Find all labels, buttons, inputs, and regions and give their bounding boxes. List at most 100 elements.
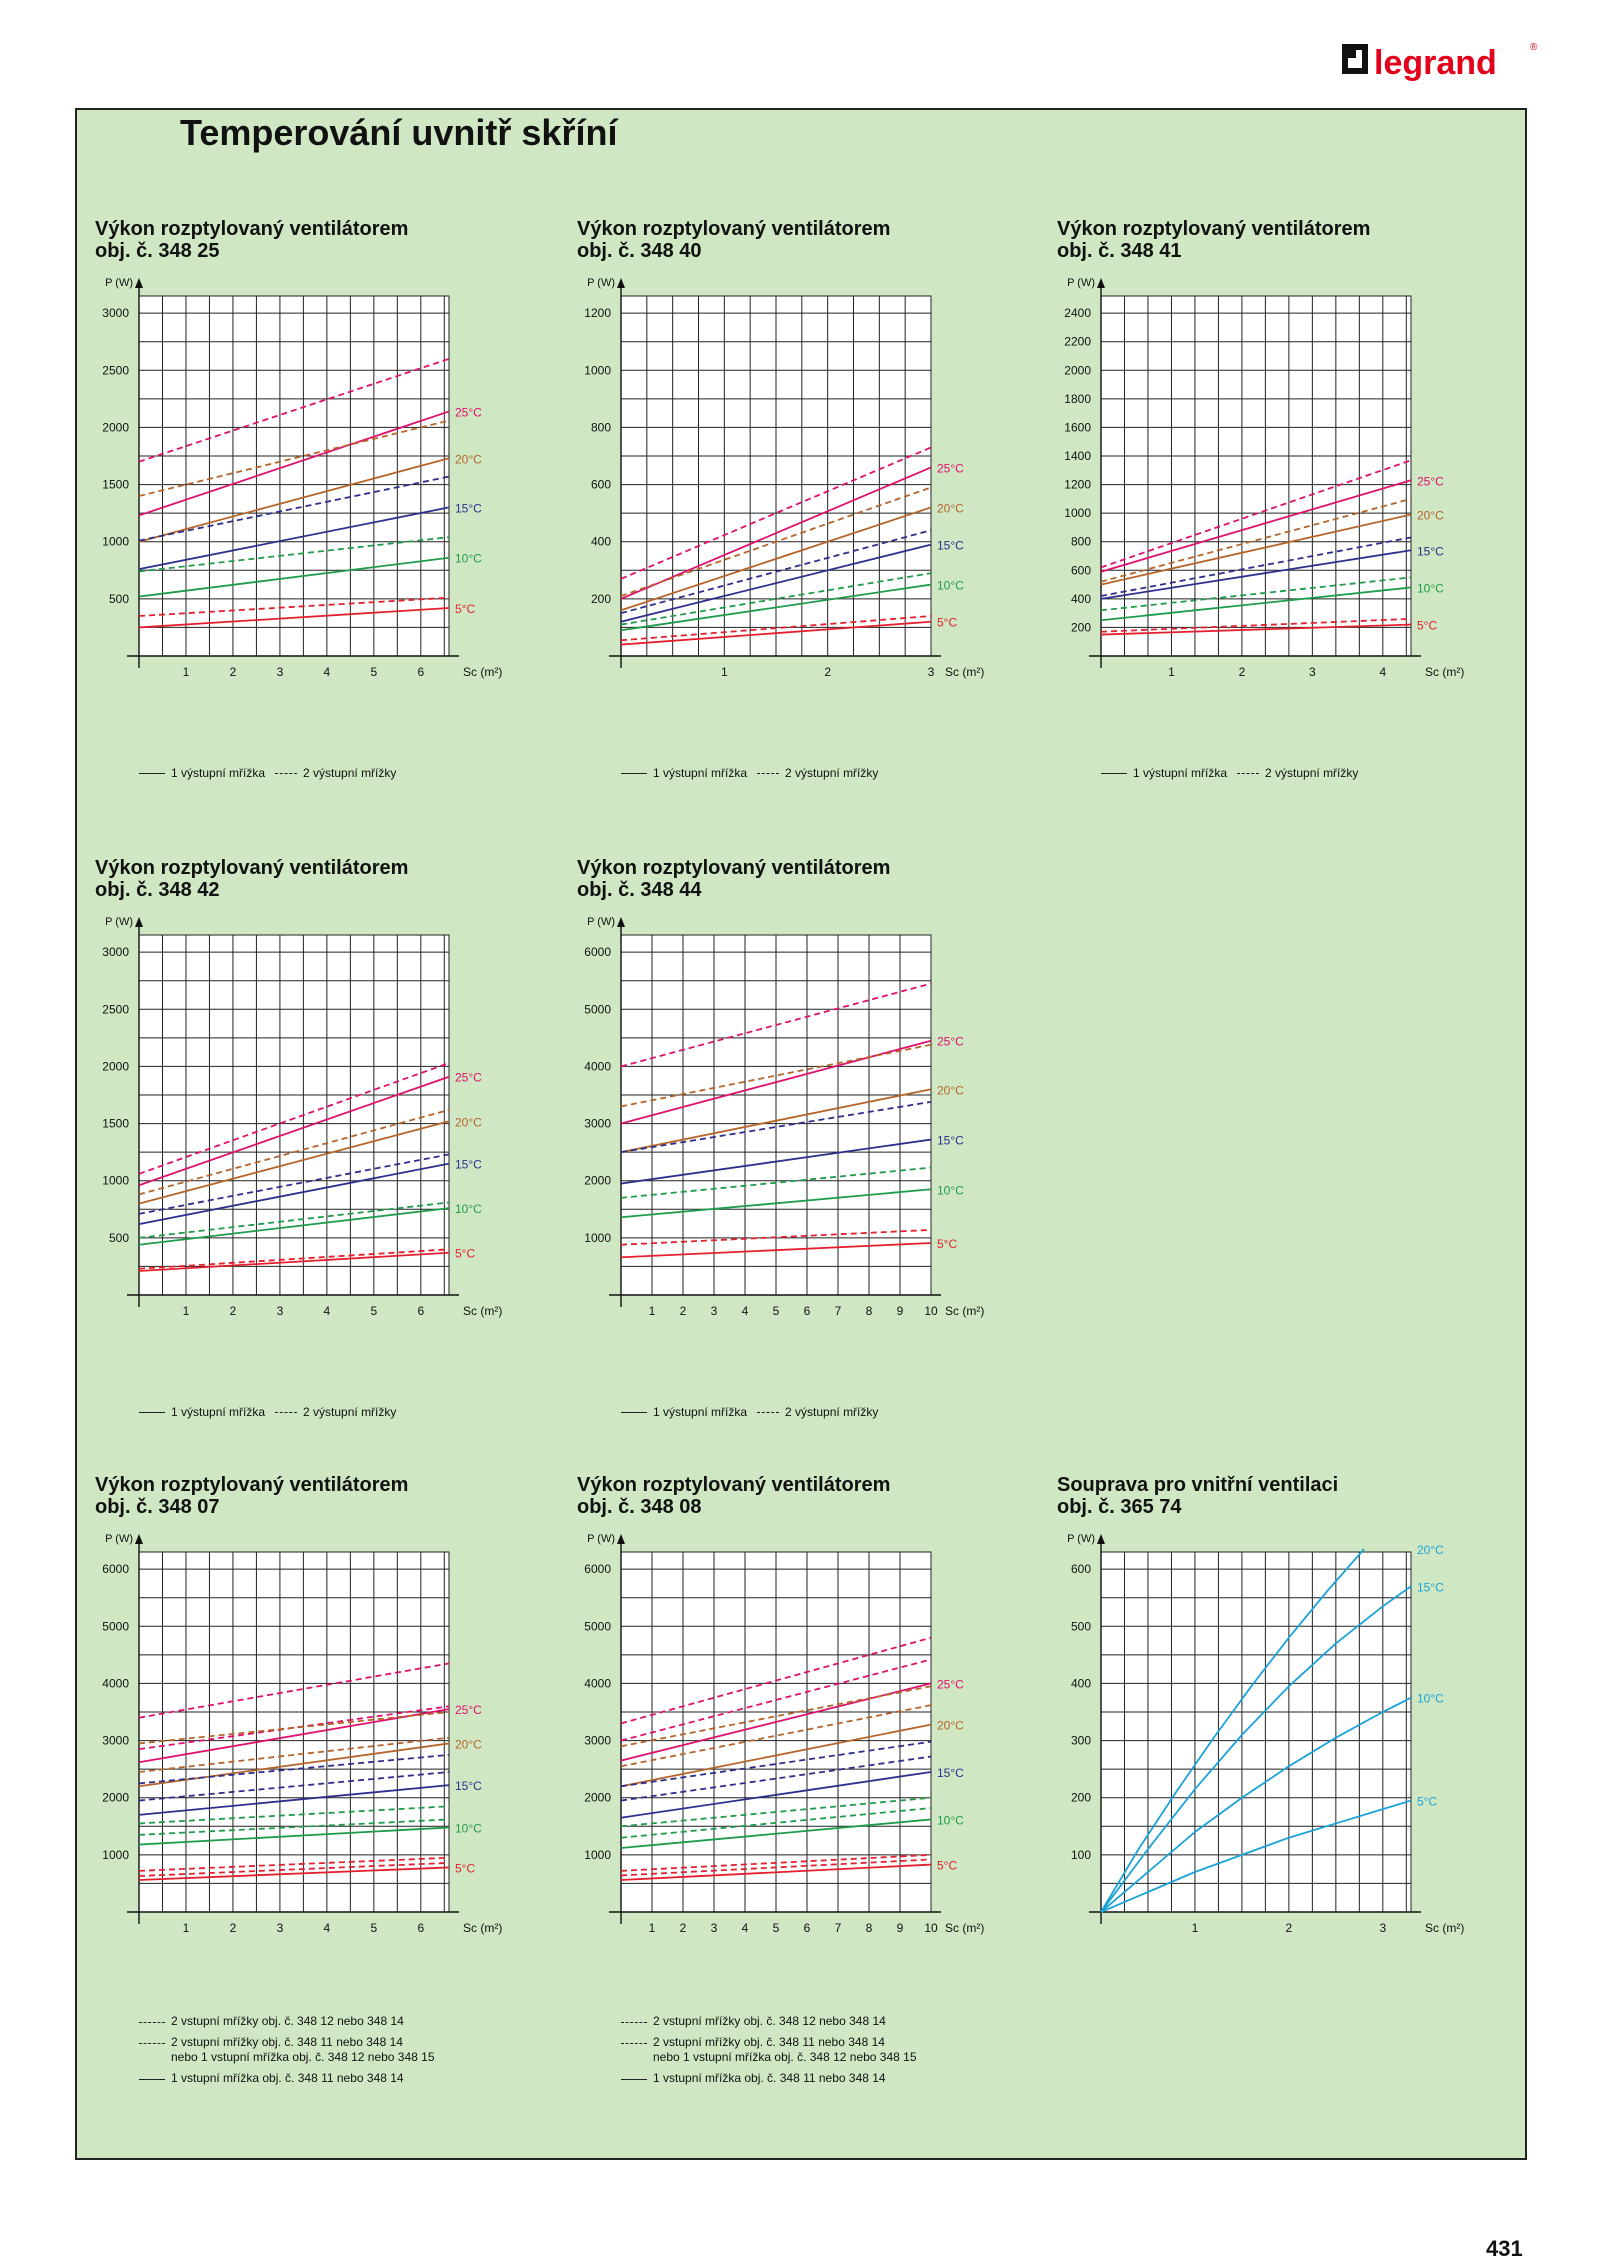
legend-solid-label: 1 výstupní mřížka	[653, 766, 748, 780]
x-tick-label: 1	[649, 1304, 656, 1318]
y-axis-label: P (W)	[587, 1533, 615, 1545]
y-axis-arrow	[135, 917, 143, 927]
series-line	[620, 1818, 932, 1849]
series-line	[620, 583, 932, 632]
series-label: 15°C	[937, 1766, 964, 1780]
y-tick-label: 200	[591, 592, 611, 606]
x-tick-label: 10	[924, 1921, 938, 1935]
x-tick-label: 1	[183, 1304, 190, 1318]
y-tick-label: 100	[1071, 1848, 1091, 1862]
series-label: 20°C	[937, 1719, 964, 1733]
x-tick-label: 5	[371, 1304, 378, 1318]
legend-dashed-label: 2 výstupní mřížky	[303, 766, 397, 780]
y-axis-label: P (W)	[1067, 277, 1095, 289]
y-axis-arrow	[1097, 1534, 1105, 1544]
legrand-logo: legrand ®	[1342, 42, 1538, 82]
chart-title: Výkon rozptylovaný ventilátorem obj. č. …	[95, 218, 409, 262]
chart-legend: 1 výstupní mřížka 2 výstupní mřížky	[139, 766, 396, 781]
legend-label: 2 vstupní mřížky obj. č. 348 11 nebo 348…	[653, 2035, 917, 2064]
series-line	[620, 1188, 932, 1219]
x-tick-label: 5	[773, 1921, 780, 1935]
y-tick-label: 1500	[102, 478, 129, 492]
legend-swatch	[621, 2043, 647, 2044]
series-line	[620, 1228, 932, 1246]
series-line	[620, 1704, 932, 1768]
legend-dashed-swatch	[757, 773, 780, 774]
series-line	[138, 1162, 450, 1226]
x-tick-label: 4	[742, 1921, 749, 1935]
series-line	[620, 1858, 932, 1877]
series-label: 10°C	[455, 1821, 482, 1835]
series-line	[620, 529, 932, 615]
chart-title: Výkon rozptylovaný ventilátorem obj. č. …	[1057, 218, 1371, 262]
legend-solid-swatch	[621, 773, 647, 774]
y-tick-label: 4000	[584, 1676, 611, 1690]
x-tick-label: 2	[1239, 665, 1246, 679]
series-line	[138, 1201, 450, 1239]
y-tick-label: 3000	[584, 1117, 611, 1131]
legend-item: 1 vstupní mřížka obj. č. 348 11 nebo 348…	[139, 2071, 435, 2086]
x-tick-label: 4	[324, 1921, 331, 1935]
series-label: 10°C	[455, 552, 482, 566]
chart-legend: 1 výstupní mřížka 2 výstupní mřížky	[1101, 766, 1358, 781]
x-tick-label: 10	[924, 1304, 938, 1318]
x-axis-label: Sc (m²)	[463, 1304, 502, 1318]
y-axis-arrow	[617, 278, 625, 288]
x-axis-label: Sc (m²)	[945, 1304, 984, 1318]
y-tick-label: 2500	[102, 363, 129, 377]
series-line	[138, 1153, 450, 1215]
x-tick-label: 2	[680, 1921, 687, 1935]
y-tick-label: 500	[109, 1231, 129, 1245]
chart-348-41: Výkon rozptylovaný ventilátorem obj. č. …	[1057, 218, 1527, 828]
series-label: 15°C	[1417, 544, 1444, 558]
x-tick-label: 2	[230, 1921, 237, 1935]
series-line	[138, 1108, 450, 1196]
series-line	[620, 1796, 932, 1828]
y-tick-label: 6000	[584, 945, 611, 959]
series-label: 20°C	[455, 1737, 482, 1751]
x-axis-label: Sc (m²)	[1425, 1921, 1464, 1935]
y-tick-label: 1200	[1064, 478, 1091, 492]
series-line	[1100, 1696, 1412, 1913]
series-label: 25°C	[455, 405, 482, 419]
y-tick-label: 4000	[102, 1676, 129, 1690]
chart-svg: P (W) Sc (m²) 1000 2000 3000 4000 5000 6000 1 2 3 4…	[584, 1533, 984, 1935]
y-axis-label: P (W)	[105, 916, 133, 928]
x-tick-label: 4	[1379, 665, 1386, 679]
legend-dashed-label: 2 výstupní mřížky	[303, 1405, 397, 1419]
series-label: 5°C	[455, 602, 475, 616]
grid	[139, 1552, 449, 1912]
x-tick-label: 6	[417, 1304, 424, 1318]
series-line	[620, 1658, 932, 1742]
series-group	[138, 1662, 450, 1881]
x-tick-label: 1	[1168, 665, 1175, 679]
brand-name: legrand	[1374, 44, 1497, 82]
y-axis-arrow	[617, 917, 625, 927]
x-tick-label: 3	[928, 665, 935, 679]
legend-solid-label: 1 výstupní mřížka	[1133, 766, 1228, 780]
y-tick-label: 2500	[102, 1002, 129, 1016]
series-line	[620, 1636, 932, 1725]
y-tick-label: 1000	[584, 1848, 611, 1862]
series-line	[620, 615, 932, 642]
chart-svg: P (W) Sc (m²) 1000 2000 3000 4000 5000 6000 1 2 3 4…	[102, 1533, 502, 1935]
series-line	[620, 446, 932, 580]
x-tick-label: 5	[371, 665, 378, 679]
series-label: 20°C	[937, 501, 964, 515]
series-group	[620, 446, 932, 646]
x-tick-label: 3	[277, 1304, 284, 1318]
series-line	[620, 1807, 932, 1839]
x-tick-label: 3	[277, 665, 284, 679]
chart-348-07: Výkon rozptylovaný ventilátorem obj. č. …	[95, 1474, 565, 2086]
y-tick-label: 2200	[1064, 335, 1091, 349]
y-tick-label: 800	[591, 420, 611, 434]
x-tick-label: 3	[711, 1304, 718, 1318]
series-line	[138, 1120, 450, 1205]
series-line	[138, 607, 450, 629]
chart-legend: 1 výstupní mřížka 2 výstupní mřížky	[139, 1405, 396, 1420]
y-axis-label: P (W)	[587, 916, 615, 928]
y-tick-label: 200	[1071, 620, 1091, 634]
legend-solid-swatch	[139, 773, 165, 774]
x-tick-label: 9	[897, 1304, 904, 1318]
legend-solid-label: 1 výstupní mřížka	[171, 766, 266, 780]
